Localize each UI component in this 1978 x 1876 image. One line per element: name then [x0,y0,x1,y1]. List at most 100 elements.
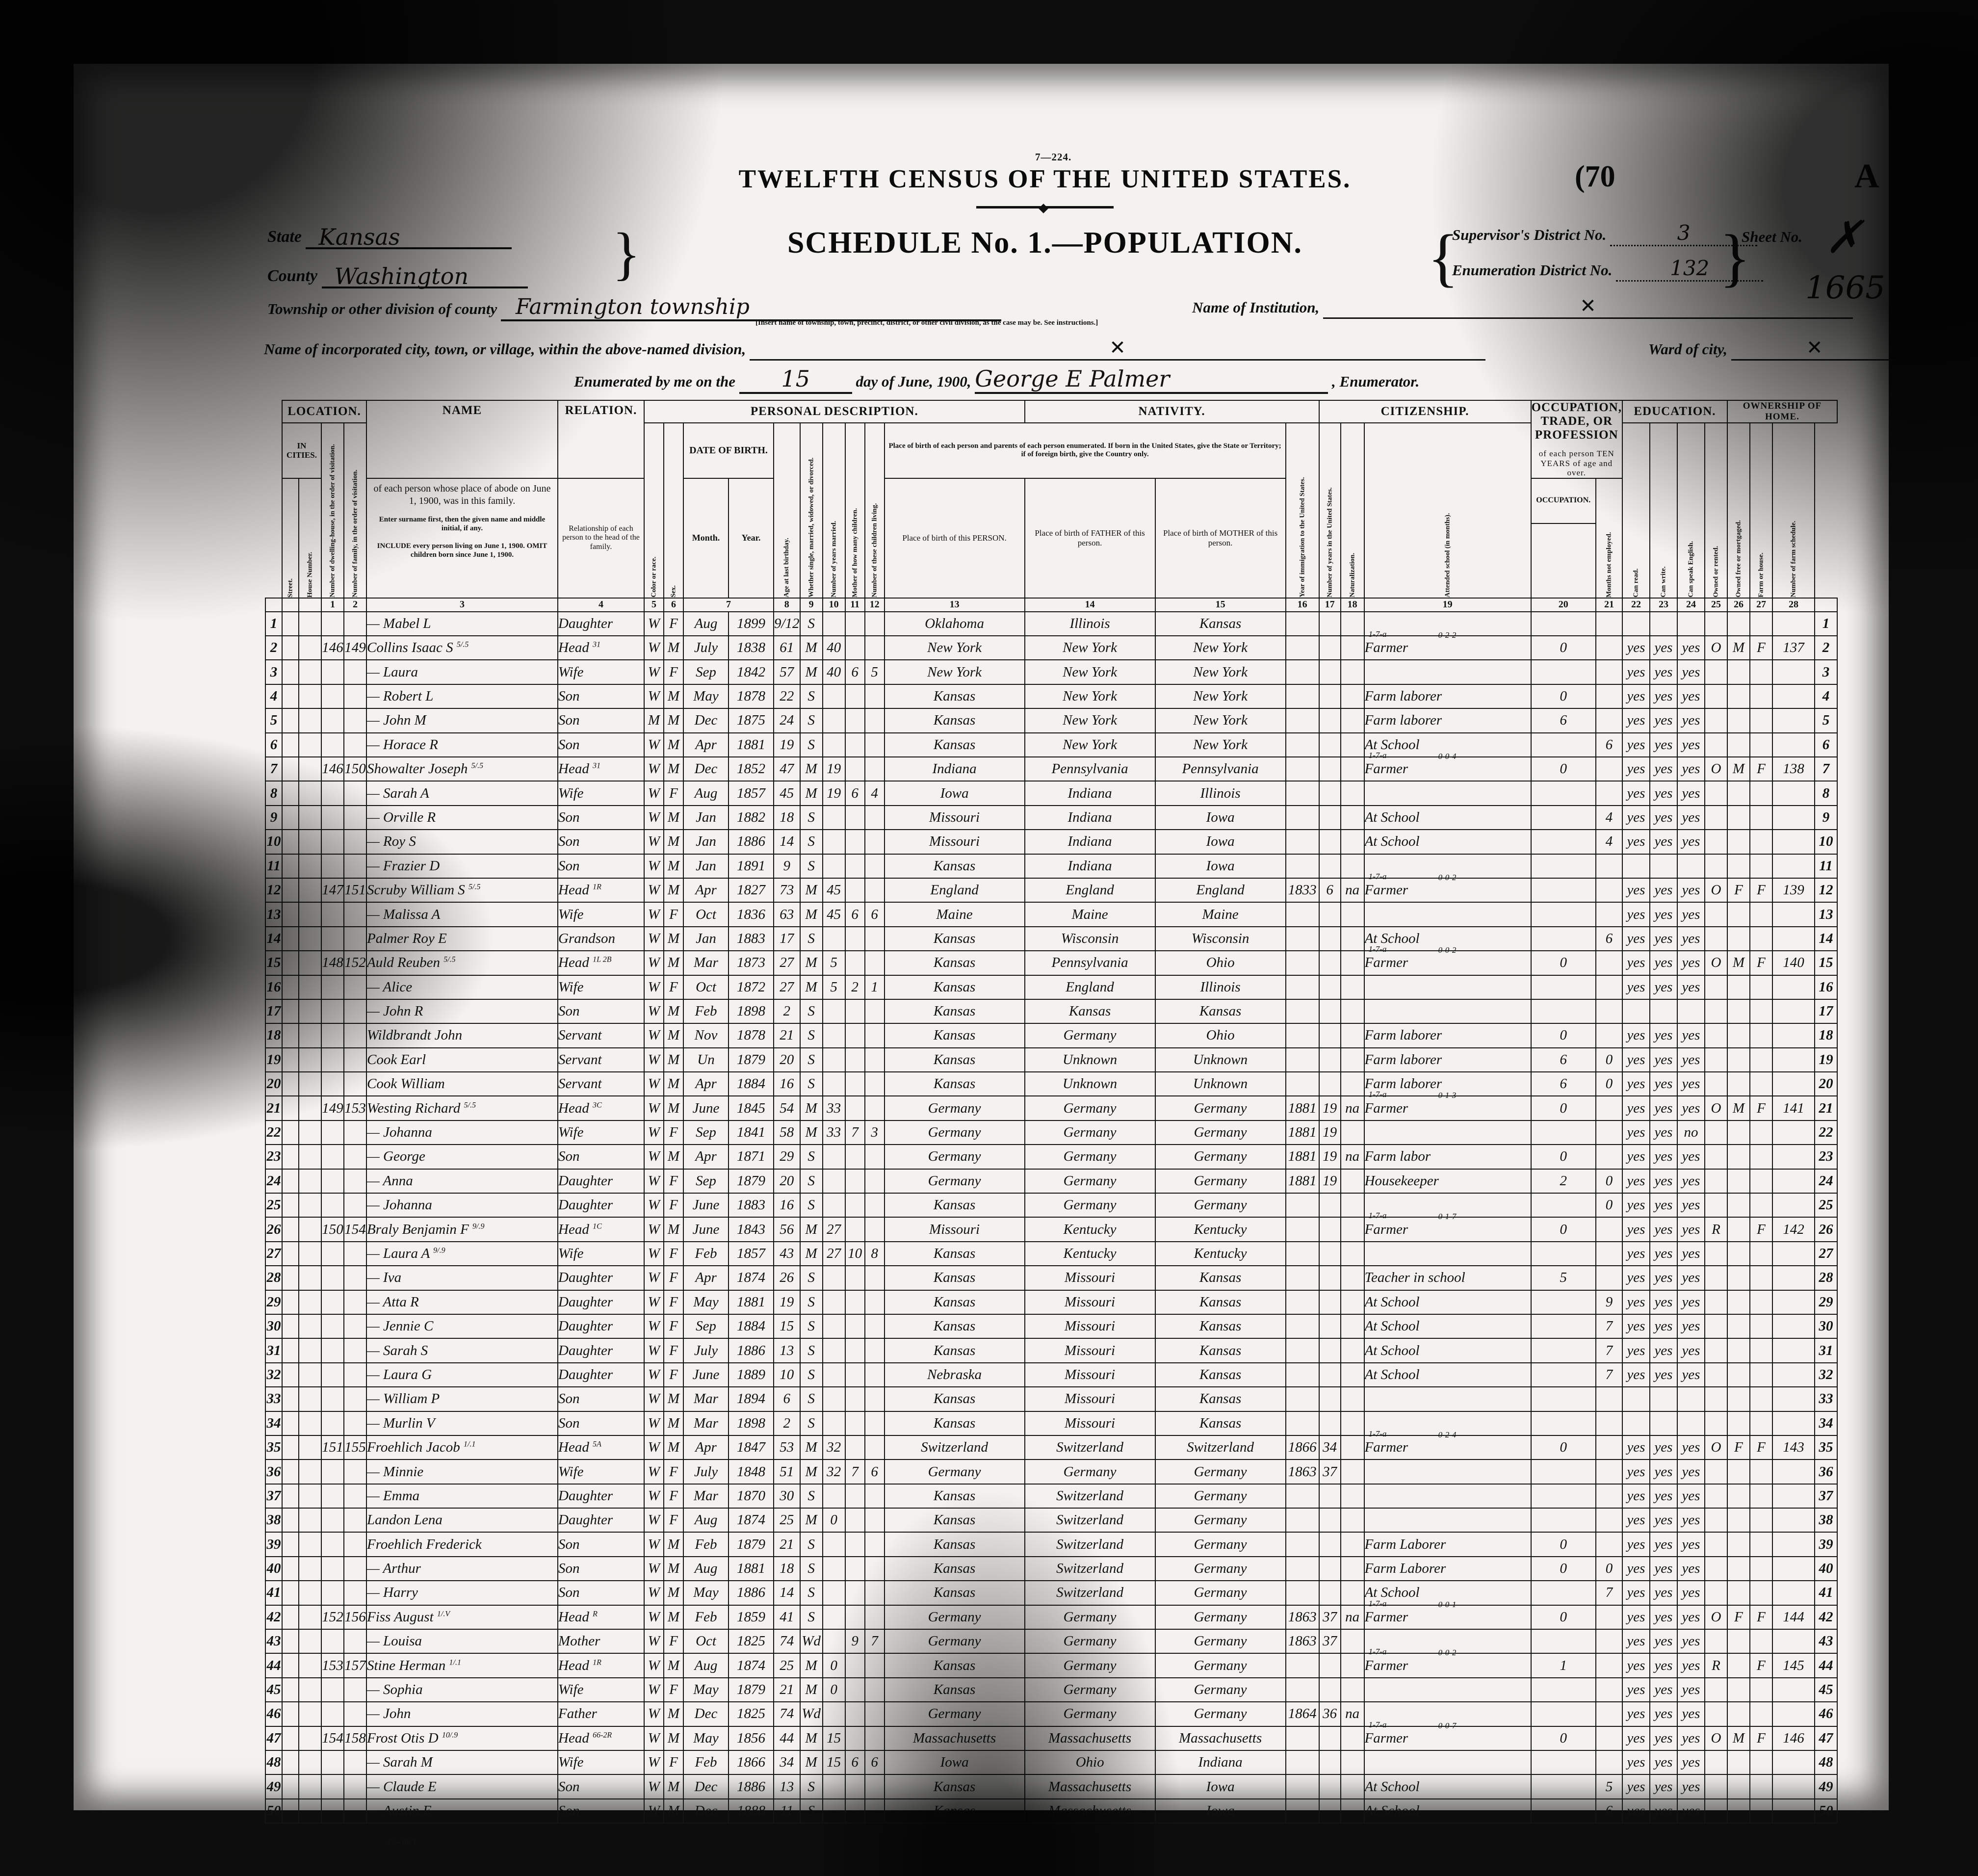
table-row[interactable]: 43— Louisa Mother W F Oct 1825 74 Wd 9 7 Germany Ge… [265,1629,1838,1654]
city-field[interactable]: Name of incorporated city, town, or vill… [264,336,1485,361]
cell-naturalization [1340,1217,1365,1242]
table-row[interactable]: 42 152 156 Fiss August 1/.V Head R W M Feb 1859 4… [265,1599,1838,1630]
cell-person-name: — Laura A 9/.9 [366,1241,558,1267]
cell-pob-person: Kansas [884,1386,1025,1412]
county-field[interactable]: County Washington [267,260,528,289]
table-row[interactable]: 44 153 157 Stine Herman 1/.1 Head 1R W M Aug 187… [265,1647,1838,1678]
cell-dwelling-number [321,1265,344,1291]
cell-owned-free-mortgaged [1726,829,1750,855]
township-field[interactable]: Township or other division of county Far… [267,294,1002,321]
table-row[interactable]: 1— Mabel L Daughter W F Aug 1899 9/12 S Oklahoma… [265,611,1838,637]
table-row[interactable]: 15 148 152 Auld Reuben 5/.5 Head 1L 2B W M Mar 1… [265,944,1838,976]
table-row[interactable]: 28— Iva Daughter W F Apr 1874 26 S Kansas Missour… [265,1265,1838,1291]
cell-pob-mother: Kansas [1154,1338,1286,1363]
table-row[interactable]: 41— Harry Son W M May 1886 14 S Kansas Switzerlan… [265,1580,1838,1606]
table-row[interactable]: 31— Sarah S Daughter W F July 1886 13 S Kansas Mi… [265,1338,1838,1363]
cell-naturalization [1340,1774,1365,1799]
table-row[interactable]: 11— Frazier D Son W M Jan 1891 9 S Kansas Indiana… [265,853,1838,879]
table-row[interactable]: 12 147 151 Scruby William S 5/.5 Head 1R W M Ap… [265,872,1838,903]
table-row[interactable]: 36— Minnie Wife W F July 1848 51 M 32 7 6 Germany Ge… [265,1459,1838,1485]
table-row[interactable]: 21 149 153 Westing Richard 5/.5 Head 3C W M Jun… [265,1090,1838,1121]
table-row[interactable]: 24— Anna Daughter W F Sep 1879 20 S Germany Germa… [265,1168,1838,1194]
table-row[interactable]: 48— Sarah M Wife W F Feb 1866 34 M 15 6 6 Iowa Ohio I… [265,1749,1838,1775]
cell-sex: F [663,1265,684,1291]
cell-can-speak-english: yes [1676,950,1705,976]
cell-birth-year: 1886 [728,829,774,855]
table-row[interactable]: 22— Johanna Wife W F Sep 1841 58 M 33 7 3 Germany Ge… [265,1120,1838,1146]
cell-birth-year: 1845 [728,1095,774,1121]
table-row[interactable]: 27— Laura A 9/.9 Wife W F Feb 1857 43 M 27 10 8 Kan… [265,1241,1838,1267]
state-field[interactable]: State Kansas [267,221,512,250]
enumerated-field[interactable]: Enumerated by me on the 15 day of June, … [574,365,1419,394]
cell-can-speak-english: yes [1676,1701,1705,1727]
table-row[interactable]: 16— Alice Wife W F Oct 1872 27 M 5 2 1 Kansas Englan… [265,974,1838,1000]
table-row[interactable]: 50— Austin E Son W M Dec 1888 11 S Kansas Massach… [265,1798,1838,1824]
cell-pob-father: Massachusetts [1024,1725,1156,1751]
table-row[interactable]: 46— John Father W M Dec 1825 74 Wd Germany German… [265,1701,1838,1727]
district-fields[interactable]: Supervisor's District No. 3 Enumeration … [1452,221,1764,291]
cell-color-race: W [644,1168,664,1194]
row-number-right: 6 [1814,732,1838,757]
table-row[interactable]: 38 Landon Lena Daughter W F Aug 1874 25 M 0 Kansas… [265,1508,1838,1533]
cell-pob-father: Missouri [1024,1410,1156,1436]
table-row[interactable]: 37— Emma Daughter W F Mar 1870 30 S Kansas Switze… [265,1483,1838,1509]
table-row[interactable]: 30— Jennie C Daughter W F Sep 1884 15 S Kansas Mi… [265,1313,1838,1339]
table-row[interactable]: 18 Wildbrandt John Servant W M Nov 1878 21 S Kans… [265,1023,1838,1048]
table-row[interactable]: 8— Sarah A Wife W F Aug 1857 45 M 19 6 4 Iowa Indian… [265,781,1838,806]
table-row[interactable]: 13— Malissa A Wife W F Oct 1836 63 M 45 6 6 Maine Ma… [265,902,1838,927]
table-row[interactable]: 17— John R Son W M Feb 1898 2 S Kansas Kansas Kans… [265,998,1838,1024]
row-number-right: 46 [1814,1701,1838,1727]
table-row[interactable]: 19 Cook Earl Servant W M Un 1879 20 S Kansas Unkno… [265,1047,1838,1073]
table-row[interactable]: 7 146 150 Showalter Joseph 5/.5 Head 31 W M Dec… [265,751,1838,782]
table-row[interactable]: 23— George Son W M Apr 1871 29 S Germany Germany G… [265,1144,1838,1170]
cell-years-in-us [1318,805,1341,831]
table-row[interactable]: 2 146 149 Collins Isaac S 5/.5 Head 31 W M July… [265,629,1838,661]
table-row[interactable]: 9— Orville R Son W M Jan 1882 18 S Missouri India… [265,805,1838,831]
table-row[interactable]: 40— Arthur Son W M Aug 1881 18 S Kansas Switzerla… [265,1556,1838,1582]
cell-can-write: yes [1649,781,1678,806]
table-row[interactable]: 47 154 158 Frost Otis D 10/.9 Head 66-2R W M Ma… [265,1720,1838,1751]
table-row[interactable]: 20 Cook William Servant W M Apr 1884 16 S Kansas U… [265,1071,1838,1097]
table-row[interactable]: 10— Roy S Son W M Jan 1886 14 S Missouri Indiana I… [265,829,1838,855]
cell-years-married [822,998,846,1024]
table-row[interactable]: 14 Palmer Roy E Grandson W M Jan 1883 17 S Kansas… [265,926,1838,952]
table-row[interactable]: 39 Froehlich Frederick Son W M Feb 1879 21 S Kans… [265,1532,1838,1557]
table-row[interactable]: 3— Laura Wife W F Sep 1842 57 M 40 6 5 New York New … [265,659,1838,685]
cell-years-married: 5 [822,974,846,1000]
table-row[interactable]: 25— Johanna Daughter W F June 1883 16 S Kansas Ge… [265,1193,1838,1218]
cell-owned-rented [1704,1144,1728,1170]
cell-can-speak-english: yes [1676,1483,1705,1509]
cell-age: 63 [773,902,801,927]
cell-owned-free-mortgaged [1726,1556,1750,1582]
table-row[interactable]: 5— John M Son M M Dec 1875 24 S Kansas New York Ne… [265,708,1838,733]
cell-street [282,1556,299,1582]
table-row[interactable]: 45— Sophia Wife W F May 1879 21 M 0 Kansas Germany… [265,1677,1838,1703]
table-row[interactable]: 33— William P Son W M Mar 1894 6 S Kansas Missour… [265,1386,1838,1412]
cell-can-read: yes [1621,1434,1650,1460]
cell-year-immigration [1285,683,1320,709]
cell-farm-schedule-number [1771,1120,1815,1146]
cell-can-speak-english: yes [1676,1580,1705,1606]
cell-sex: M [663,853,684,879]
table-row[interactable]: 34— Murlin V Son W M Mar 1898 2 S Kansas Missouri… [265,1410,1838,1436]
cell-color-race: W [644,756,664,782]
cell-owned-rented: O [1704,1434,1728,1460]
num-25: 25 [1704,597,1728,612]
table-row[interactable]: 32— Laura G Daughter W F June 1889 10 S Nebraska… [265,1362,1838,1388]
cell-year-immigration: 1864 [1285,1701,1320,1727]
table-row[interactable]: 35 151 155 Froehlich Jacob 1/.1 Head 5A W M Apr… [265,1429,1838,1460]
table-row[interactable]: 4— Robert L Son W M May 1878 22 S Kansas New York… [265,683,1838,709]
cell-relation: Head 1L 2B [557,950,645,976]
cell-years-in-us [1318,756,1341,782]
table-row[interactable]: 49— Claude E Son W M Dec 1886 13 S Kansas Massach… [265,1774,1838,1799]
table-row[interactable]: 26 150 154 Braly Benjamin F 9/.9 Head 1C W M Ju… [265,1211,1838,1242]
institution-field[interactable]: Name of Institution, ✕ [1192,294,1853,319]
cell-months-not-employed [1530,974,1597,1000]
cell-mother-children [844,1532,865,1557]
table-row[interactable]: 29— Atta R Daughter W F May 1881 19 S Kansas Miss… [265,1289,1838,1315]
cell-pob-person: Kansas [884,1483,1025,1509]
cell-years-married: 32 [822,1459,846,1485]
table-row[interactable]: 6— Horace R Son W M Apr 1881 19 S Kansas New York… [265,732,1838,757]
ward-field[interactable]: Ward of city, ✕ [1648,336,1898,361]
cell-sex: M [663,1023,684,1048]
